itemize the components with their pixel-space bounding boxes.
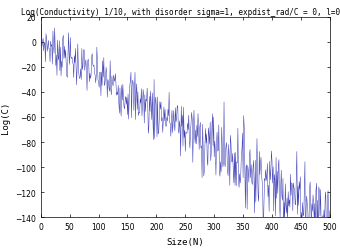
X-axis label: Size(N): Size(N) [167,237,204,246]
Title: Log(Conductivity) 1/10, with disorder sigma=1, expdist_rad/C = 0, l=0.1: Log(Conductivity) 1/10, with disorder si… [21,8,340,17]
Y-axis label: Log(C): Log(C) [0,102,10,134]
